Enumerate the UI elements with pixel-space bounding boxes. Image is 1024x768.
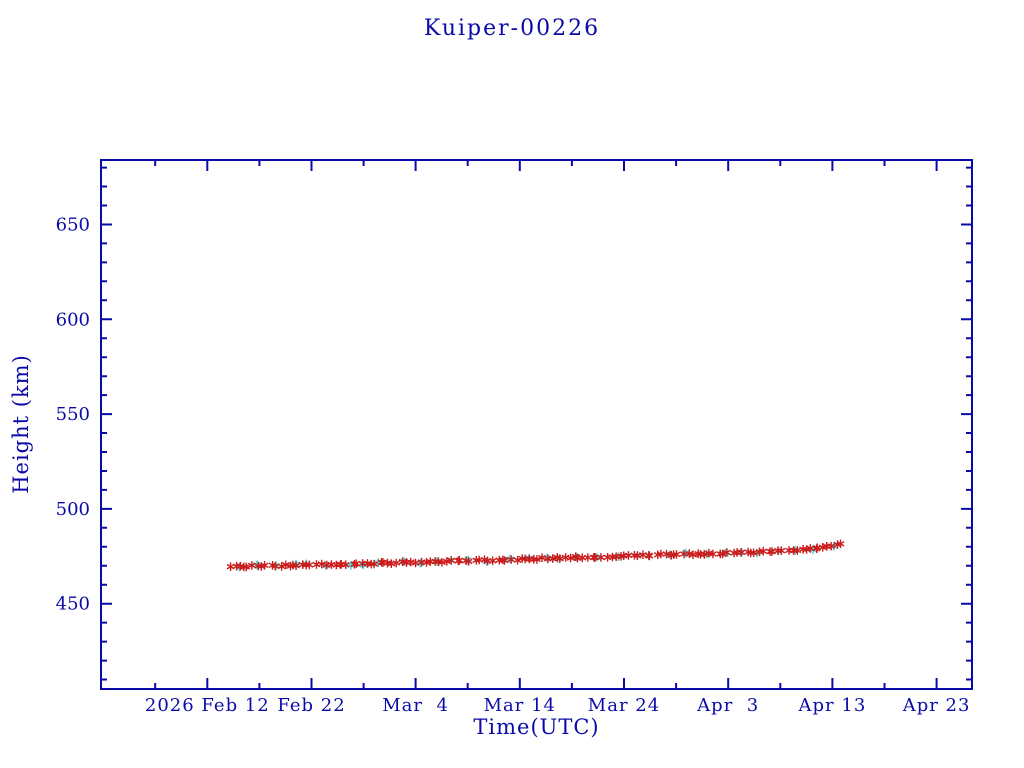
- x-tick-label: Mar 24: [588, 695, 660, 716]
- plot-frame: [100, 159, 973, 690]
- y-axis-ticks: [101, 166, 972, 681]
- x-tick-label: Apr 3: [696, 695, 759, 716]
- x-tick-label: Apr 23: [902, 695, 971, 716]
- chart-title: Kuiper-00226: [423, 16, 601, 41]
- x-tick-label: Feb 22: [277, 695, 345, 716]
- x-axis-ticks: [154, 160, 938, 689]
- height-primary-red-markers: [226, 539, 845, 572]
- y-tick-label: 450: [56, 594, 90, 615]
- y-tick-label: 600: [56, 309, 90, 330]
- y-tick-label: 650: [56, 215, 90, 236]
- x-tick-label: Mar 4: [382, 695, 449, 716]
- x-tick-label: Mar 14: [484, 695, 556, 716]
- y-tick-label: 500: [56, 499, 90, 520]
- x-axis-label: Time(UTC): [473, 715, 600, 739]
- x-tick-label: Apr 13: [798, 695, 867, 716]
- x-tick-label: 2026 Feb 12: [145, 695, 270, 716]
- y-tick-label: 550: [56, 404, 90, 425]
